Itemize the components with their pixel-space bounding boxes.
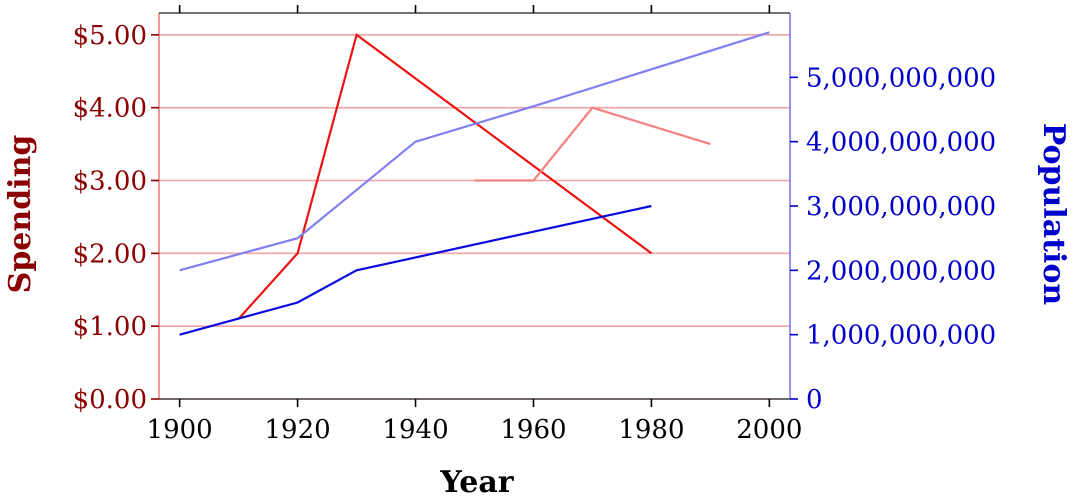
right-tick-label-2: 2,000,000,000 bbox=[806, 256, 996, 286]
right-tick-label-0: 0 bbox=[806, 385, 823, 415]
series-line-2 bbox=[474, 106, 711, 182]
series-lines bbox=[179, 31, 770, 336]
left-tick-label-0: $0.00 bbox=[73, 385, 147, 415]
right-tick-label-1: 1,000,000,000 bbox=[806, 321, 996, 351]
x-tick-label-1940: 1940 bbox=[382, 415, 448, 445]
right-axis-title: Population bbox=[1036, 123, 1071, 306]
series-line-4 bbox=[179, 31, 770, 272]
axes: 1900 1920 1940 1960 1980 2000 $0.00 $1.00 $2.00 $… bbox=[73, 5, 996, 445]
left-tick-label-2: $2.00 bbox=[73, 239, 147, 269]
right-tick-label-3: 3,000,000,000 bbox=[806, 192, 996, 222]
left-tick-label-3: $3.00 bbox=[73, 167, 147, 197]
x-axis-title: Year bbox=[439, 465, 514, 497]
x-tick-label-2000: 2000 bbox=[736, 415, 802, 445]
series-line-3 bbox=[179, 204, 652, 336]
series-line-1 bbox=[237, 32, 653, 320]
x-tick-label-1900: 1900 bbox=[147, 415, 213, 445]
left-tick-label-5: $5.00 bbox=[73, 21, 147, 51]
x-tick-label-1960: 1960 bbox=[500, 415, 566, 445]
right-tick-label-4: 4,000,000,000 bbox=[806, 128, 996, 158]
x-tick-label-1980: 1980 bbox=[618, 415, 684, 445]
left-tick-label-4: $4.00 bbox=[73, 94, 147, 124]
left-axis-title: Spending bbox=[3, 135, 38, 294]
x-tick-label-1920: 1920 bbox=[264, 415, 330, 445]
gridlines bbox=[159, 34, 790, 400]
right-tick-label-5: 5,000,000,000 bbox=[806, 63, 996, 93]
left-tick-label-1: $1.00 bbox=[73, 312, 147, 342]
